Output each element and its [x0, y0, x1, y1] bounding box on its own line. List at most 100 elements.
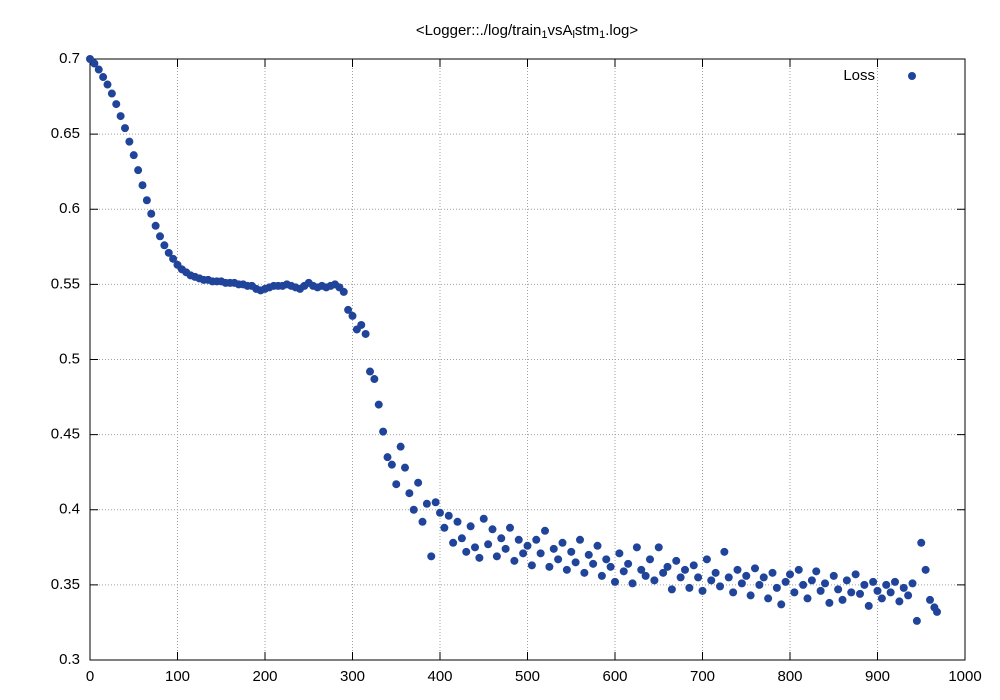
point [414, 478, 423, 487]
point [466, 522, 475, 531]
point [532, 535, 541, 544]
point [615, 549, 624, 558]
point [606, 562, 615, 571]
point [794, 565, 803, 574]
point [387, 460, 396, 469]
point [138, 181, 147, 190]
point [912, 616, 921, 625]
point [602, 555, 611, 564]
point [628, 579, 637, 588]
point [702, 555, 711, 564]
point [379, 427, 388, 436]
point [90, 59, 99, 68]
point [873, 586, 882, 595]
x-tick-label: 600 [602, 668, 627, 685]
point [624, 559, 633, 568]
point [838, 595, 847, 604]
point [558, 538, 567, 547]
x-tick-label: 800 [777, 668, 802, 685]
point [926, 595, 934, 604]
point [479, 514, 488, 523]
point [759, 573, 768, 582]
point [99, 73, 108, 82]
point [847, 588, 856, 597]
point [453, 517, 462, 526]
point [641, 571, 650, 580]
point [689, 561, 698, 570]
x-tick-label: 0 [86, 668, 94, 685]
point [488, 525, 497, 534]
point [632, 543, 641, 552]
point [864, 601, 873, 610]
point [475, 553, 484, 562]
point [877, 594, 886, 603]
point [366, 367, 374, 376]
point [497, 534, 506, 543]
y-tick-label: 0.3 [59, 651, 80, 668]
y-tick-label: 0.45 [51, 426, 80, 443]
y-tick-label: 0.65 [51, 125, 80, 142]
point [619, 567, 628, 576]
point [720, 547, 729, 556]
point [484, 540, 493, 549]
legend-label: Loss [843, 67, 875, 84]
point [659, 568, 668, 577]
point [129, 151, 138, 160]
point [147, 209, 156, 218]
point [842, 576, 851, 585]
point [348, 311, 357, 320]
point [383, 453, 392, 462]
point [711, 568, 720, 577]
point [781, 577, 790, 586]
x-tick-label: 700 [690, 668, 715, 685]
point [672, 556, 681, 565]
x-tick-label: 100 [165, 668, 190, 685]
point [663, 562, 672, 571]
point [392, 480, 401, 489]
point [339, 287, 348, 296]
y-tick-label: 0.5 [59, 350, 80, 367]
point [449, 538, 458, 547]
point [401, 463, 409, 472]
point [107, 89, 116, 98]
point [755, 580, 764, 589]
point [418, 517, 427, 526]
point [164, 248, 173, 257]
point [103, 80, 112, 89]
point [851, 570, 860, 579]
point [156, 232, 164, 241]
point [457, 534, 466, 543]
point [772, 583, 781, 592]
point [374, 400, 383, 409]
point [816, 586, 825, 595]
point [764, 594, 773, 603]
point [733, 565, 742, 574]
point [134, 166, 143, 175]
point [589, 559, 598, 568]
point [427, 552, 436, 561]
point [142, 196, 151, 205]
point [576, 535, 584, 544]
point [729, 588, 738, 597]
point [807, 576, 816, 585]
point [112, 100, 121, 109]
point [361, 329, 370, 338]
point [440, 523, 449, 532]
point [462, 547, 471, 556]
point [567, 547, 576, 556]
point [746, 591, 755, 600]
point [908, 579, 917, 588]
point [492, 552, 501, 561]
point [790, 588, 799, 597]
point [571, 558, 580, 567]
point [160, 241, 169, 250]
point [933, 607, 941, 616]
point [882, 580, 891, 589]
y-tick-label: 0.7 [59, 50, 80, 67]
point [593, 541, 602, 550]
point [698, 586, 707, 595]
point [597, 571, 606, 580]
y-tick-label: 0.55 [51, 275, 80, 292]
point [904, 591, 913, 600]
point [895, 597, 904, 606]
